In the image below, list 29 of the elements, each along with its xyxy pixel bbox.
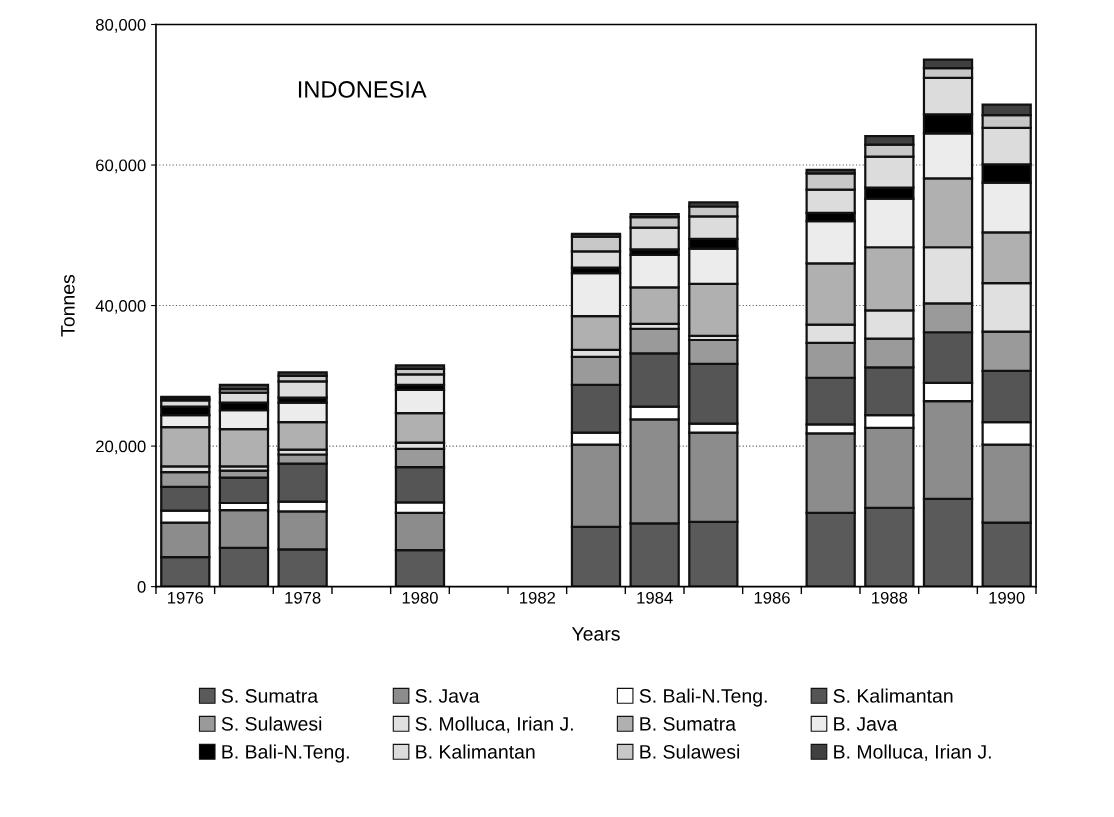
x-tick-label: 1978 xyxy=(285,591,321,604)
x-tick-label: 1990 xyxy=(989,591,1025,604)
legend-label: B. Molluca, Irian J. xyxy=(834,744,991,762)
x-tick-label: 1986 xyxy=(754,591,790,604)
legend-label: S. Java xyxy=(415,689,480,703)
legend-label: B. Sumatra xyxy=(640,716,737,731)
bar xyxy=(218,383,270,391)
legend-label: B. Sulawesi xyxy=(640,744,740,759)
legend-label: B. Bali-N.Teng. xyxy=(222,744,349,763)
y-tick-label: 0 xyxy=(137,581,146,593)
y-tick-label: 60,000 xyxy=(96,159,146,174)
x-axis-title: Years xyxy=(571,627,620,641)
legend-label: S. Bali-N.Teng. xyxy=(639,688,767,707)
legend-label: S. Molluca, Irian J. xyxy=(415,716,573,734)
legend-label: S. Sumatra xyxy=(221,689,319,703)
x-tick-label: 1988 xyxy=(872,591,908,604)
x-tick-label: 1980 xyxy=(402,591,438,604)
legend-label: B. Kalimantan xyxy=(416,744,535,759)
legend-label: S. Sulawesi xyxy=(221,716,322,731)
x-tick-label: 1984 xyxy=(637,591,673,604)
x-tick-label: 1982 xyxy=(520,591,556,604)
x-tick-label: 1976 xyxy=(168,591,204,604)
y-tick-label: 80,000 xyxy=(95,18,146,33)
y-tick-label: 20,000 xyxy=(96,440,146,455)
text: INDONESIA xyxy=(298,81,427,98)
y-tick-label: 40,000 xyxy=(95,299,146,314)
legend-label: S. Kalimantan xyxy=(833,688,953,703)
legend-label: B. Java xyxy=(834,717,898,731)
y-axis-title: Tonnes xyxy=(61,274,75,337)
